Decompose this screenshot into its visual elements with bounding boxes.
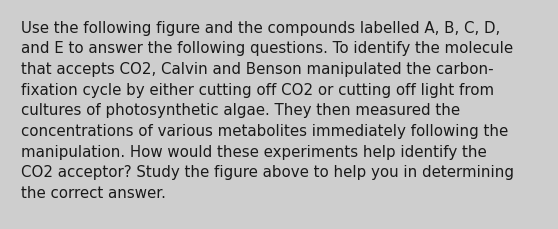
Text: Use the following figure and the compounds labelled A, B, C, D,
and E to answer : Use the following figure and the compoun… [21,21,514,200]
